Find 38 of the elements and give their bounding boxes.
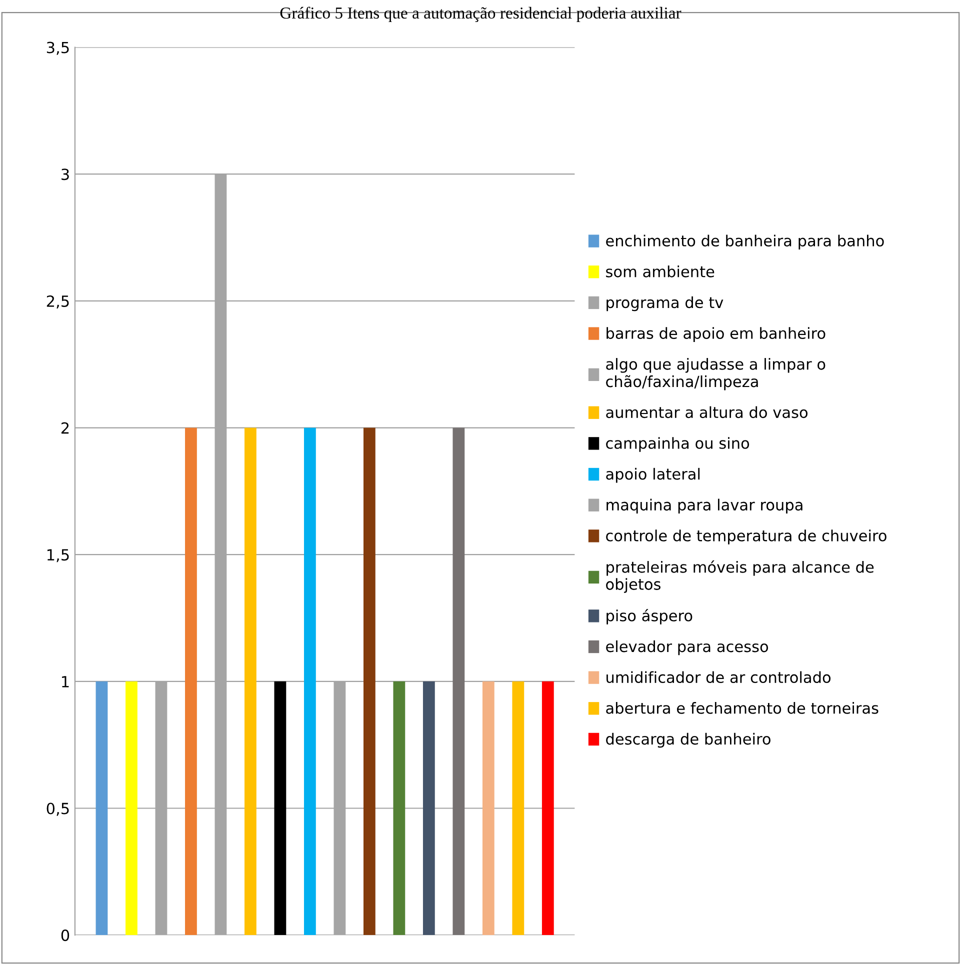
y-tick-label: 3,5	[46, 42, 69, 55]
legend-label: abertura e fechamento de torneiras	[606, 702, 878, 714]
bar	[304, 428, 316, 936]
legend-label: descarga de banheiro	[606, 732, 770, 748]
y-tick-label: 0,5	[46, 802, 69, 816]
y-tick-label: 1,5	[47, 549, 69, 562]
bar	[542, 681, 554, 936]
y-tick-label: 2,5	[46, 295, 69, 309]
legend-label: umidificador de ar controlado	[606, 671, 831, 684]
y-tick-label: 1	[62, 676, 69, 688]
bar	[482, 681, 494, 936]
legend-label: barras de apoio em banheiro	[606, 327, 826, 342]
bar	[422, 681, 435, 936]
y-tick-label: 2	[61, 422, 69, 434]
legend-label: enchimento de banheira para banho	[606, 234, 884, 250]
legend-label: maquina para lavar roupa	[606, 498, 802, 514]
bar	[393, 681, 406, 936]
bar	[244, 428, 256, 936]
bar	[452, 428, 465, 936]
legend-label: elevador para acesso	[606, 640, 768, 656]
legend-label: algo que ajudasse a limpar o chão/faxina/limpeza	[606, 358, 826, 390]
chart-title: Gráfico 5 Itens que a automação residencial poderia auxiliar	[280, 6, 682, 22]
legend-label: piso áspero	[606, 608, 692, 624]
bar	[96, 681, 108, 936]
y-tick-label: 3	[62, 168, 69, 180]
legend-label: prateleiras móveis para alcance de objetos	[606, 560, 874, 593]
legend-label: controle de temperatura de chuveiro	[606, 530, 886, 544]
bar	[274, 681, 286, 936]
legend-label: programa de tv	[606, 296, 724, 312]
bar	[126, 681, 138, 936]
bar	[185, 428, 197, 936]
bar	[512, 681, 524, 936]
legend-label: aumentar a altura do vaso	[606, 406, 808, 418]
legend-label: campainha ou sino	[606, 437, 750, 452]
legend-label: apoio lateral	[606, 468, 700, 483]
legend-label: som ambiente	[606, 266, 714, 278]
y-tick-label: 0	[61, 930, 70, 942]
bar	[363, 428, 376, 936]
